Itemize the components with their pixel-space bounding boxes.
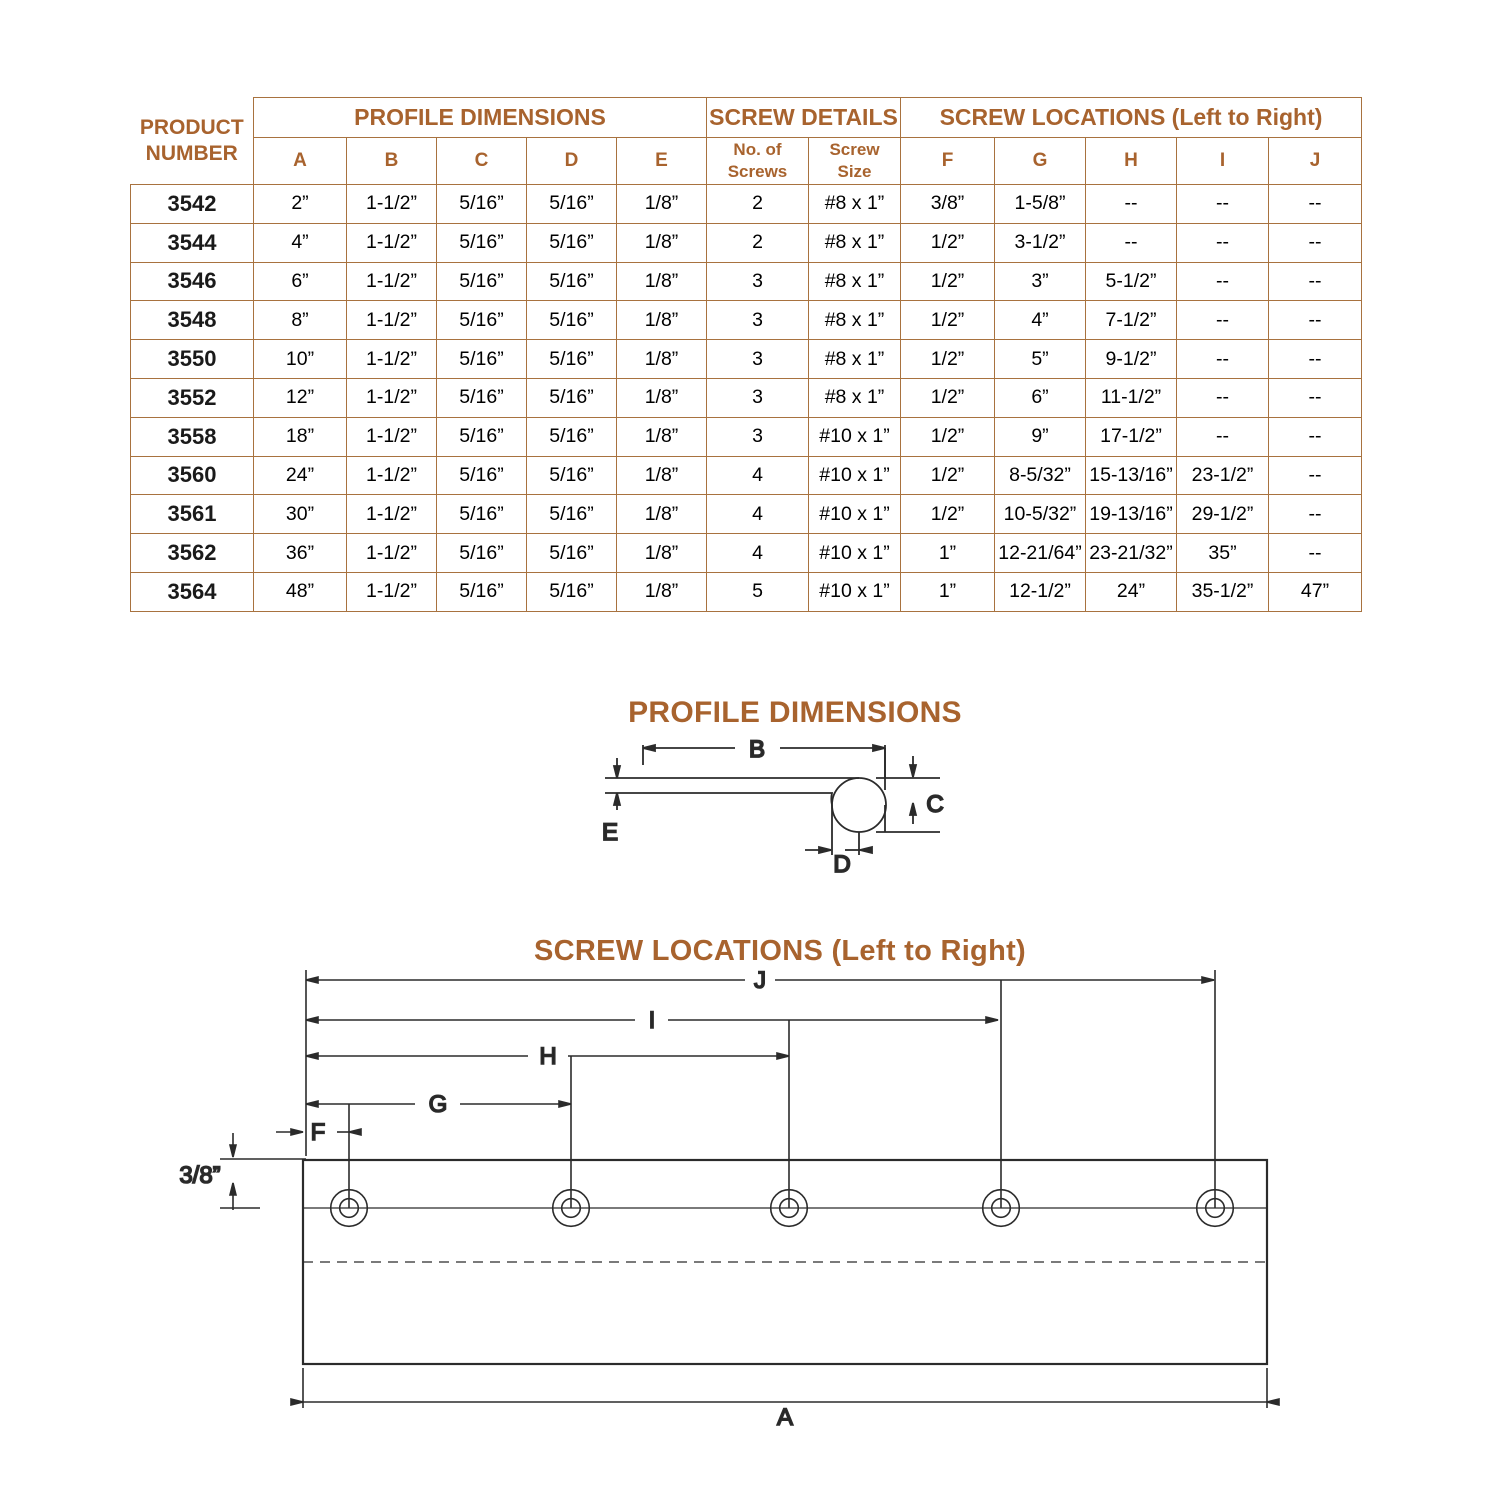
svg-text:A: A (777, 1404, 793, 1431)
svg-text:3/8”: 3/8” (179, 1162, 220, 1189)
svg-text:H: H (539, 1043, 556, 1070)
svg-text:J: J (754, 967, 766, 994)
svg-text:I: I (649, 1007, 656, 1034)
svg-text:G: G (429, 1091, 448, 1118)
svg-text:F: F (311, 1119, 326, 1146)
